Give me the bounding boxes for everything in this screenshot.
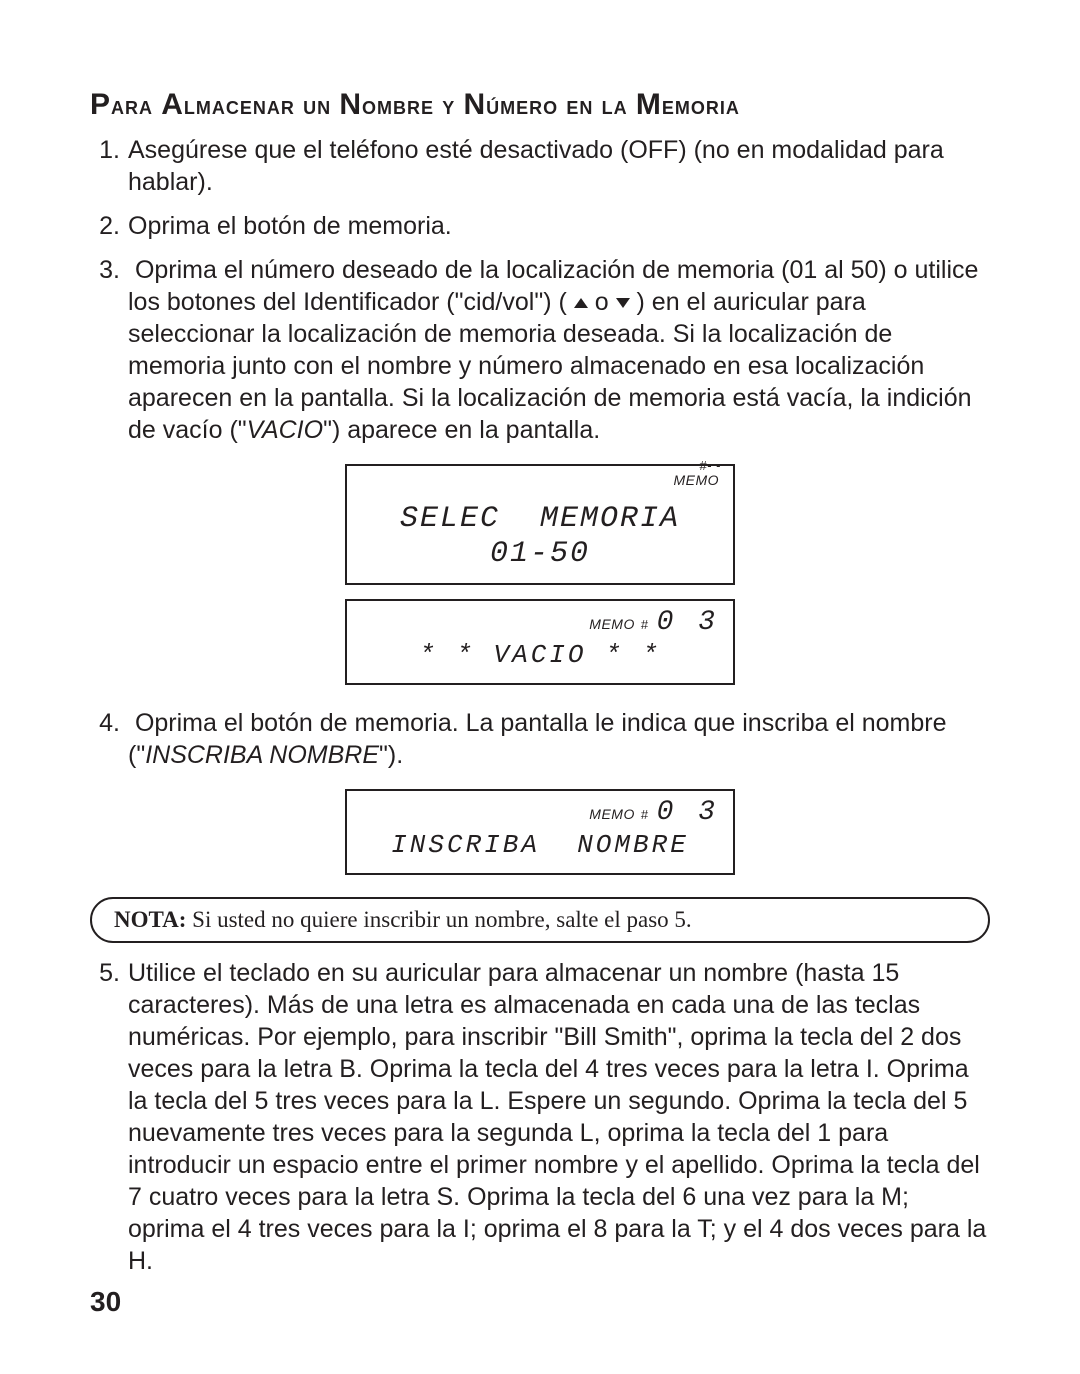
- down-arrow-icon: [616, 298, 630, 308]
- step-2: Oprima el botón de memoria.: [90, 210, 990, 242]
- step-3-text-b: o: [595, 288, 616, 316]
- lcd1-memo-label: MEMO: [673, 472, 719, 488]
- step-3-vacio: VACIO: [247, 416, 323, 444]
- step-1: Asegúrese que el teléfono esté desactiva…: [90, 134, 990, 198]
- step-5: Utilice el teclado en su auricular para …: [90, 957, 990, 1277]
- step-4-ital: INSCRIBA NOMBRE: [145, 741, 379, 769]
- section-heading: Para Almacenar un Nombre y Número en la …: [90, 88, 990, 122]
- instruction-list-cont: Oprima el botón de memoria. La pantalla …: [90, 707, 990, 771]
- up-arrow-icon: [574, 298, 588, 308]
- lcd-screen-select-memory: #- - MEMO SELEC MEMORIA 01-50: [345, 464, 735, 585]
- instruction-list-cont2: Utilice el teclado en su auricular para …: [90, 957, 990, 1277]
- lcd1-top-num: #- -: [700, 458, 722, 473]
- note-callout: NOTA: Si usted no quiere inscribir un no…: [90, 897, 990, 943]
- lcd1-line1: SELEC MEMORIA: [365, 502, 715, 537]
- lcd1-line2: 01-50: [365, 537, 715, 572]
- note-text: Si usted no quiere inscribir un nombre, …: [186, 907, 691, 932]
- lcd-screen-vacio: MEMO#0 3 * * VACIO * *: [345, 599, 735, 685]
- lcd2-body: * * VACIO * *: [365, 641, 715, 671]
- lcd-screen-inscriba: MEMO#0 3 INSCRIBA NOMBRE: [345, 789, 735, 875]
- lcd2-top-num: 0 3: [657, 607, 719, 638]
- page-number: 30: [90, 1286, 121, 1318]
- lcd3-top-num: 0 3: [657, 797, 719, 828]
- lcd3-body: INSCRIBA NOMBRE: [365, 831, 715, 861]
- step-4: Oprima el botón de memoria. La pantalla …: [90, 707, 990, 771]
- lcd2-memo-label: MEMO: [589, 616, 635, 632]
- instruction-list: Asegúrese que el teléfono esté desactiva…: [90, 134, 990, 446]
- note-label: NOTA:: [114, 907, 186, 932]
- step-3-text-d: ") aparece en la pantalla.: [323, 416, 600, 444]
- step-3: Oprima el número deseado de la localizac…: [90, 254, 990, 446]
- lcd3-memo-label: MEMO: [589, 806, 635, 822]
- step-4-text-b: ").: [379, 741, 403, 769]
